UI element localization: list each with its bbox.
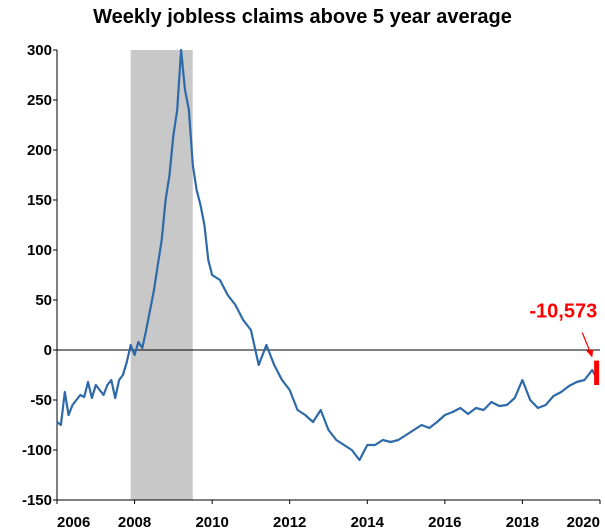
x-tick-label: 2016 [428,514,461,531]
y-tick-label: 250 [27,92,52,109]
y-tick-label: 0 [44,342,52,359]
y-tick-label: 150 [27,192,52,209]
x-tick-label: 2012 [273,514,306,531]
y-tick-label: 200 [27,142,52,159]
chart-title: Weekly jobless claims above 5 year avera… [93,6,512,28]
recession-band [130,50,193,500]
x-tick-label: 2010 [195,514,228,531]
annotation-layer: -10,573 [529,301,600,385]
latest-value-bar [594,360,600,385]
y-tick-label: 50 [35,292,52,309]
y-tick-label: -50 [30,392,52,409]
annotation-arrowhead [586,349,594,358]
y-tick-label: 300 [27,42,52,59]
x-tick-label: 2018 [506,514,539,531]
chart-axes [56,50,600,501]
x-tick-label: 2020 [567,514,600,531]
x-tick-label: 2014 [351,514,385,531]
series-line [56,48,598,462]
x-tick-label: 2006 [57,514,90,531]
y-tick-label: -150 [22,492,52,509]
x-tick-label: 2008 [118,514,151,531]
tick-labels: 300 250 200 150 100 50 0 -50 -100 -150 2006 2008 201… [22,42,601,531]
y-tick-label: 100 [27,242,52,259]
annotation-label: -10,573 [529,301,597,323]
series-layer [56,48,598,462]
recession-shading [130,50,193,500]
y-tick-label: -100 [22,442,52,459]
